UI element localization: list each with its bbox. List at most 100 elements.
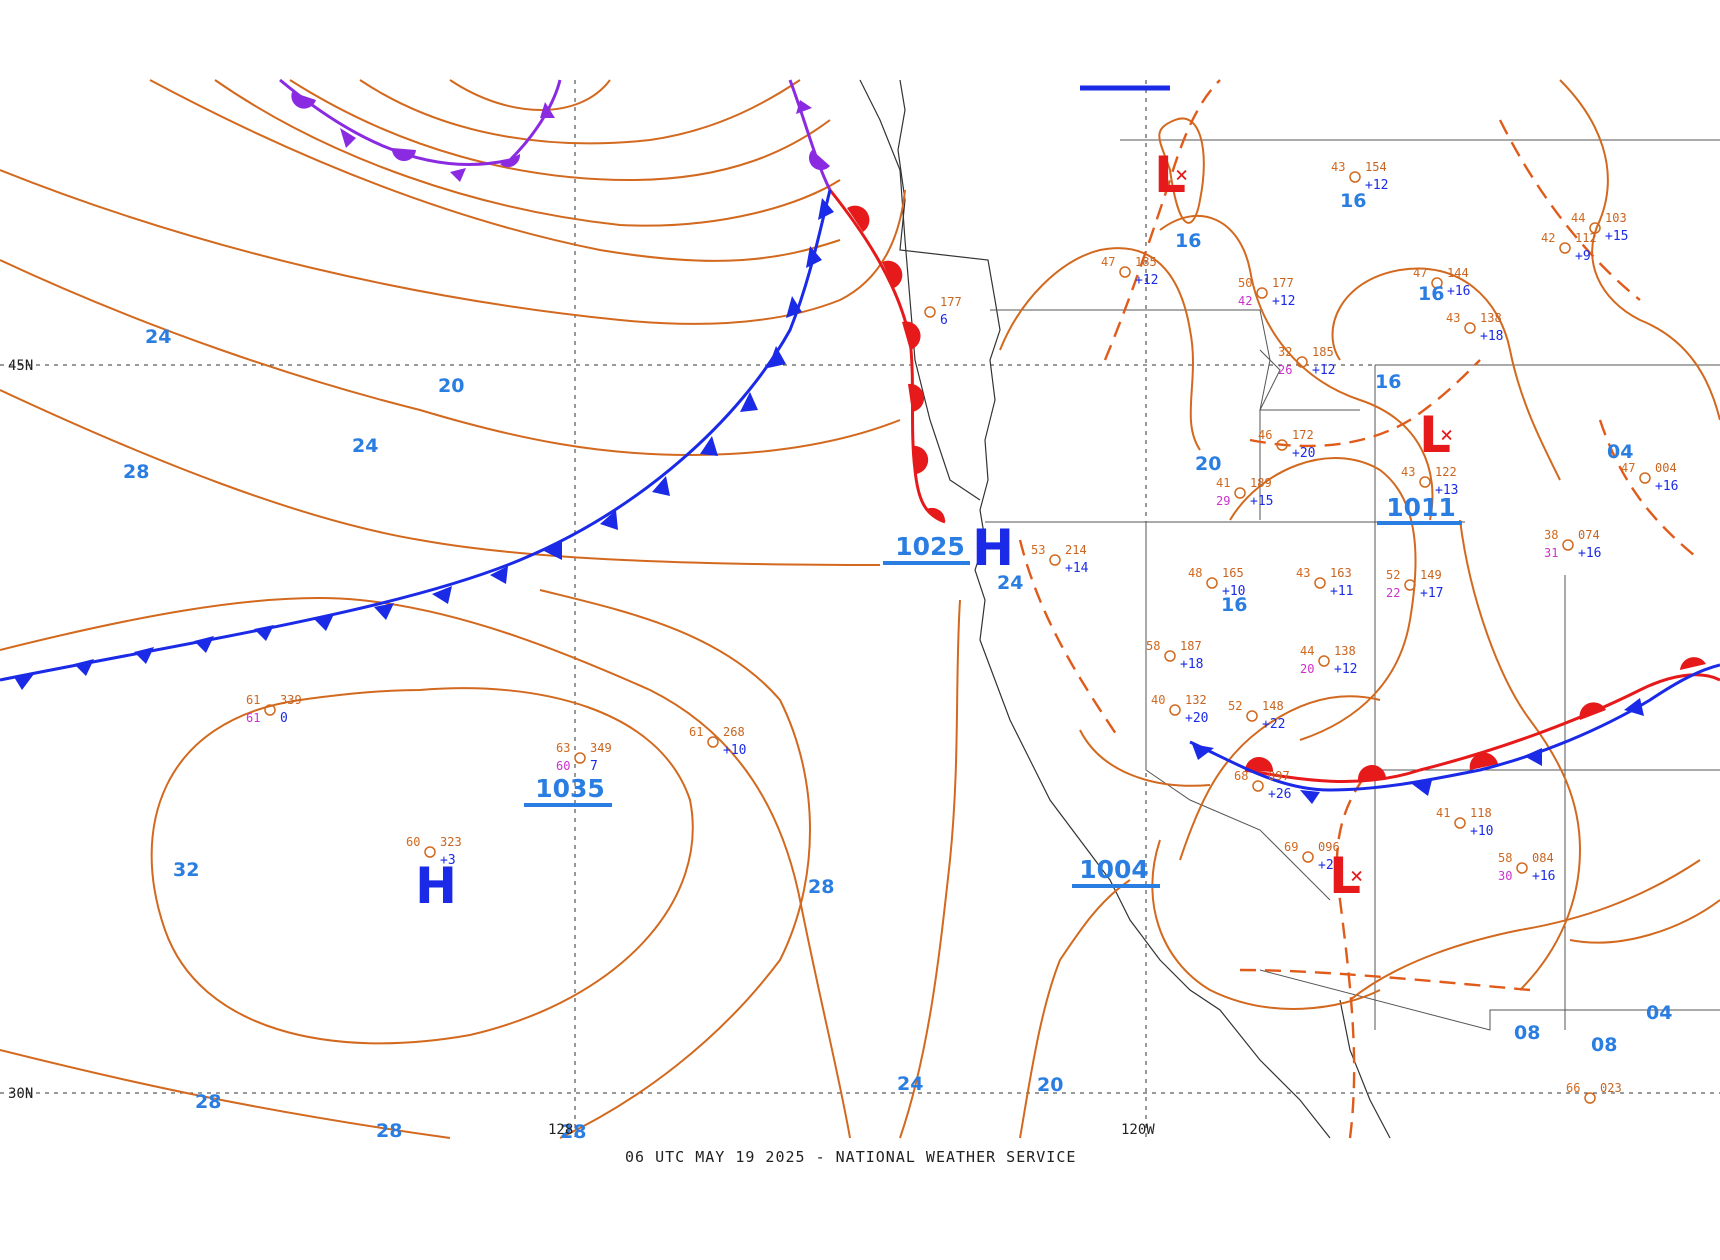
low-sw-symbol: L xyxy=(1329,847,1361,905)
station-tendency: 0 xyxy=(280,711,288,726)
isobars xyxy=(0,79,1720,1139)
low-north-symbol: L xyxy=(1154,146,1186,204)
station-plot: 50 177 42 +12 xyxy=(1238,276,1295,309)
station-temperature: 32 xyxy=(1278,345,1292,359)
station-pressure: 138 xyxy=(1480,311,1502,325)
station-temperature: 44 xyxy=(1571,211,1585,225)
station-dewpoint: 31 xyxy=(1544,546,1558,560)
station-plot: 41 118 +10 xyxy=(1436,806,1493,839)
station-plot: 60 323 +3 xyxy=(406,835,462,868)
station-plot: 43 163 +11 xyxy=(1296,566,1353,599)
low-central-symbol: L xyxy=(1419,406,1451,464)
map-footer: 06 UTC MAY 19 2025 - NATIONAL WEATHER SE… xyxy=(625,1148,1076,1166)
station-dewpoint: 20 xyxy=(1300,662,1314,676)
station-tendency: +11 xyxy=(1330,584,1353,599)
station-plot: 69 096 +22 xyxy=(1284,840,1341,873)
station-tendency: +22 xyxy=(1318,858,1341,873)
station-tendency: +10 xyxy=(723,743,746,758)
station-tendency: +26 xyxy=(1268,787,1291,802)
station-tendency: +22 xyxy=(1262,717,1285,732)
station-circle-icon xyxy=(1164,650,1176,662)
station-plot: 44 138 20 +12 xyxy=(1300,644,1357,677)
isobar-label: 32 xyxy=(173,859,199,881)
isobar-label: 24 xyxy=(997,572,1023,594)
station-tendency: +12 xyxy=(1272,294,1295,309)
isobar-label: 16 xyxy=(1175,230,1201,252)
station-tendency: +10 xyxy=(1470,824,1493,839)
station-circle-icon xyxy=(1234,487,1246,499)
station-temperature: 60 xyxy=(406,835,420,849)
station-circle-icon xyxy=(1404,579,1416,591)
station-plot: 43 138 +18 xyxy=(1446,311,1503,344)
station-tendency: +13 xyxy=(1435,483,1458,498)
station-tendency: +3 xyxy=(440,853,456,868)
station-pressure: 154 xyxy=(1365,160,1387,174)
high-main-symbol: H xyxy=(415,857,457,915)
low-central-x-icon: × xyxy=(1440,423,1453,448)
state-borders xyxy=(985,139,1720,1031)
station-tendency: +20 xyxy=(1292,446,1315,461)
isobar-label: 28 xyxy=(560,1121,586,1143)
station-temperature: 41 xyxy=(1216,476,1230,490)
station-temperature: 40 xyxy=(1151,693,1165,707)
station-tendency: +15 xyxy=(1605,229,1628,244)
station-pressure: 138 xyxy=(1334,644,1356,658)
station-circle-icon xyxy=(574,752,586,764)
station-plot: 47 185 +12 xyxy=(1101,255,1158,288)
isobar-label: 08 xyxy=(1514,1022,1540,1044)
station-circle-icon xyxy=(1559,242,1571,254)
isobar-label: 20 xyxy=(438,375,464,397)
isobar-label: 24 xyxy=(145,326,171,348)
station-plot: 40 132 +20 xyxy=(1151,693,1208,726)
occluded-front xyxy=(279,78,832,191)
station-dewpoint: 42 xyxy=(1238,294,1252,308)
station-tendency: +16 xyxy=(1655,479,1678,494)
station-circle-icon xyxy=(1639,472,1651,484)
station-temperature: 43 xyxy=(1331,160,1345,174)
station-plot: 61 339 61 0 xyxy=(246,693,302,726)
station-tendency: +20 xyxy=(1185,711,1208,726)
station-plot: 43 154 +12 xyxy=(1331,160,1388,193)
station-temperature: 43 xyxy=(1446,311,1460,325)
station-tendency: +12 xyxy=(1365,178,1388,193)
station-plot: 66 023 xyxy=(1566,1081,1622,1104)
isobar-label: 16 xyxy=(1375,371,1401,393)
isobar-label: 28 xyxy=(123,461,149,483)
station-plot: 58 084 30 +16 xyxy=(1498,851,1555,884)
station-plot: 53 214 +14 xyxy=(1031,543,1089,576)
station-temperature: 52 xyxy=(1386,568,1400,582)
station-circle-icon xyxy=(1276,439,1288,451)
station-plot: 52 148 +22 xyxy=(1228,699,1285,732)
station-pressure: 084 xyxy=(1532,851,1554,865)
station-temperature: 42 xyxy=(1541,231,1555,245)
station-pressure: 122 xyxy=(1435,465,1457,479)
graticule xyxy=(0,80,1720,1138)
station-pressure: 163 xyxy=(1330,566,1352,580)
station-tendency: +9 xyxy=(1575,249,1591,264)
station-pressure: 103 xyxy=(1605,211,1627,225)
station-circle-icon xyxy=(1314,577,1326,589)
station-circle-icon xyxy=(1454,817,1466,829)
station-plot: 46 172 +20 xyxy=(1258,428,1315,461)
station-temperature: 43 xyxy=(1296,566,1310,580)
station-temperature: 63 xyxy=(556,741,570,755)
lon-120w-label: 120W xyxy=(1121,1122,1155,1138)
station-temperature: 53 xyxy=(1031,543,1045,557)
station-pressure: 074 xyxy=(1578,528,1600,542)
station-temperature: 58 xyxy=(1146,639,1160,653)
lat-45n-label: 45N xyxy=(8,358,33,374)
station-circle-icon xyxy=(1252,780,1264,792)
station-temperature: 47 xyxy=(1413,266,1427,280)
station-plot: 42 112 +9 xyxy=(1541,231,1597,264)
station-pressure: 148 xyxy=(1262,699,1284,713)
coastline xyxy=(859,79,1391,1139)
station-circle-icon xyxy=(1169,704,1181,716)
station-circle-icon xyxy=(1206,577,1218,589)
station-dewpoint: 30 xyxy=(1498,869,1512,883)
station-circle-icon xyxy=(1464,322,1476,334)
station-pressure: 339 xyxy=(280,693,302,707)
station-pressure: 189 xyxy=(1250,476,1272,490)
station-circle-icon xyxy=(1119,266,1131,278)
station-plot: 58 187 +18 xyxy=(1146,639,1203,672)
station-pressure: 004 xyxy=(1655,461,1677,475)
